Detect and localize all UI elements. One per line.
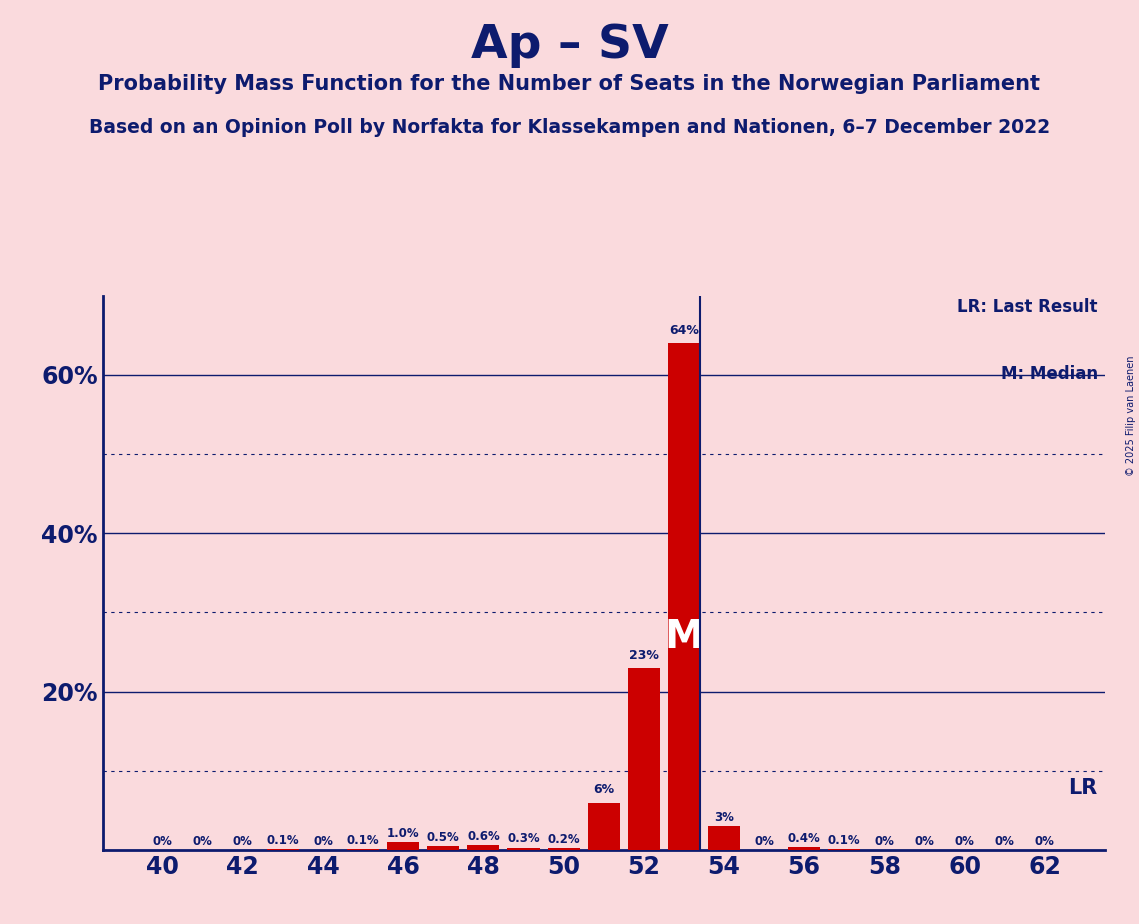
Text: 3%: 3% — [714, 811, 734, 824]
Text: 1.0%: 1.0% — [387, 827, 419, 840]
Text: 23%: 23% — [629, 649, 658, 662]
Text: 0%: 0% — [754, 834, 775, 847]
Text: 0%: 0% — [1034, 834, 1055, 847]
Text: 64%: 64% — [669, 324, 699, 337]
Bar — [508, 847, 540, 850]
Text: 0.1%: 0.1% — [828, 834, 861, 847]
Text: 0%: 0% — [875, 834, 894, 847]
Text: 0.5%: 0.5% — [427, 831, 460, 844]
Text: 0%: 0% — [954, 834, 975, 847]
Text: Based on an Opinion Poll by Norfakta for Klassekampen and Nationen, 6–7 December: Based on an Opinion Poll by Norfakta for… — [89, 118, 1050, 138]
Text: 0.4%: 0.4% — [788, 832, 820, 845]
Bar — [548, 848, 580, 850]
Text: M: M — [664, 618, 703, 656]
Text: 0.1%: 0.1% — [346, 834, 379, 847]
Text: 0%: 0% — [153, 834, 173, 847]
Bar — [667, 343, 699, 850]
Bar — [588, 803, 620, 850]
Bar — [467, 845, 499, 850]
Text: 0%: 0% — [915, 834, 934, 847]
Bar — [427, 846, 459, 850]
Bar — [788, 847, 820, 850]
Text: M: Median: M: Median — [1001, 365, 1098, 383]
Text: 0%: 0% — [192, 834, 213, 847]
Text: 0%: 0% — [232, 834, 253, 847]
Text: 6%: 6% — [593, 784, 614, 796]
Text: 0.1%: 0.1% — [267, 834, 300, 847]
Text: 0.3%: 0.3% — [507, 833, 540, 845]
Text: LR: Last Result: LR: Last Result — [957, 298, 1098, 316]
Text: © 2025 Filip van Laenen: © 2025 Filip van Laenen — [1125, 356, 1136, 476]
Text: Ap – SV: Ap – SV — [470, 23, 669, 68]
Text: 0%: 0% — [313, 834, 333, 847]
Text: Probability Mass Function for the Number of Seats in the Norwegian Parliament: Probability Mass Function for the Number… — [98, 74, 1041, 94]
Text: LR: LR — [1068, 778, 1098, 798]
Text: 0%: 0% — [994, 834, 1015, 847]
Text: 0.2%: 0.2% — [547, 833, 580, 846]
Text: 0.6%: 0.6% — [467, 830, 500, 843]
Bar — [628, 668, 659, 850]
Bar — [387, 842, 419, 850]
Bar — [708, 826, 740, 850]
